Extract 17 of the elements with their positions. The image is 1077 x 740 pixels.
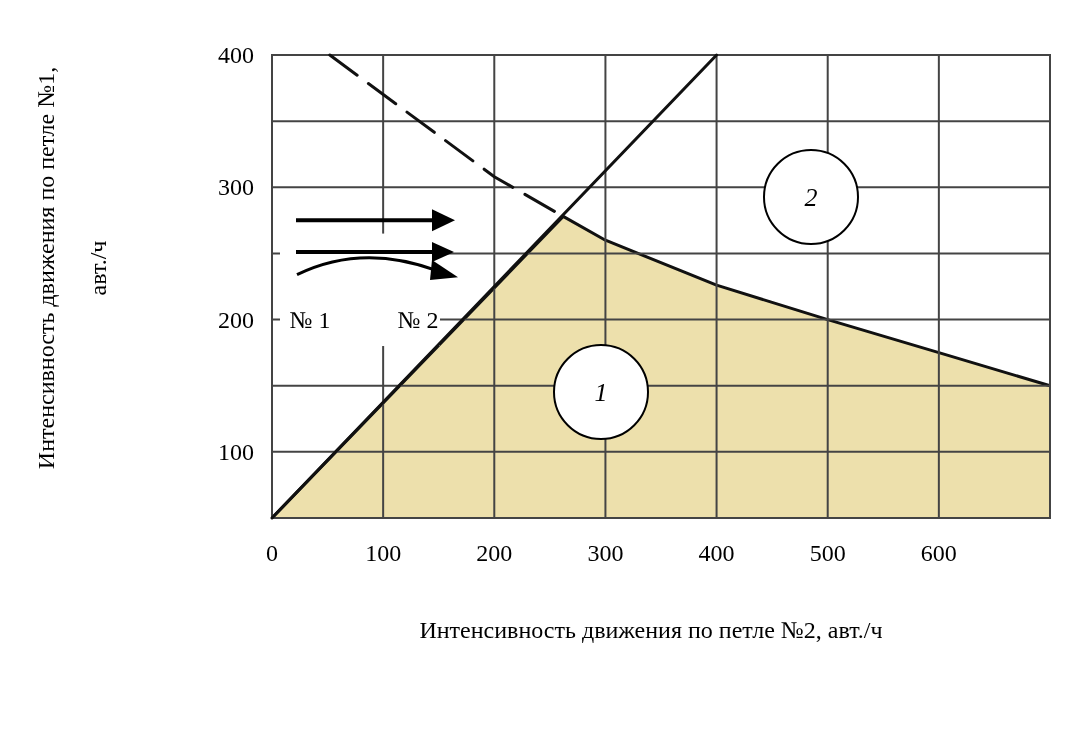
annotation: № 2 [397, 306, 439, 333]
annotation: 1 [594, 378, 608, 407]
x-tick-label: 300 [587, 540, 624, 566]
y-tick-label: 100 [218, 438, 254, 465]
y-tick-label: 200 [218, 306, 254, 333]
annotation: 2 [804, 183, 818, 212]
x-tick-label: 0 [266, 540, 278, 566]
x-tick-label: 400 [698, 540, 735, 566]
x-axis-title: Интенсивность движения по петле №2, авт./ч [419, 617, 883, 643]
y-tick-label: 400 [218, 42, 254, 68]
x-tick-label: 200 [476, 540, 513, 566]
x-tick-label: 600 [920, 540, 957, 566]
x-tick-label: 100 [365, 540, 402, 566]
annotation: № 1 [289, 306, 331, 333]
y-axis-title: Интенсивность движения по петле №1, авт./ч [33, 66, 111, 470]
x-tick-label: 500 [809, 540, 846, 566]
y-tick-label: 300 [218, 174, 254, 201]
